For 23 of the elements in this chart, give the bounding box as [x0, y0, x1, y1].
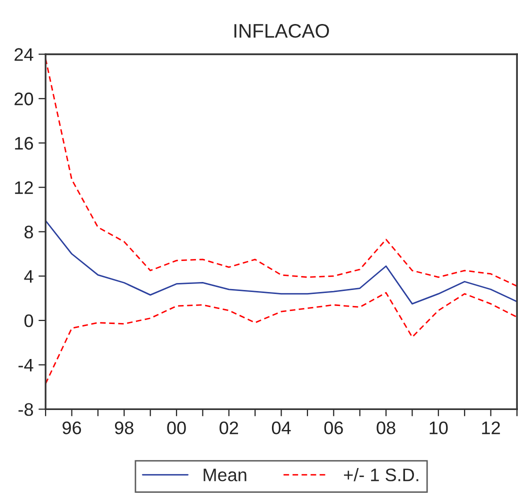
x-tick-label: 12: [482, 421, 500, 434]
y-tick-label: 0: [24, 314, 34, 328]
legend-label: Mean: [204, 468, 246, 482]
legend-label: +/- 1 S.D.: [344, 468, 418, 482]
y-tick-label: 12: [15, 181, 33, 194]
x-tick-label: 98: [114, 421, 134, 434]
line-series: [46, 220, 517, 305]
x-tick-label: 10: [430, 421, 448, 434]
x-tick-label: 08: [376, 421, 396, 434]
x-tick-label: 02: [220, 421, 238, 434]
y-tick-label: 4: [24, 270, 34, 283]
y-tick-label: -4: [18, 358, 34, 372]
x-tick-label: 00: [167, 421, 186, 434]
chart-title: INFLACAO: [234, 24, 329, 38]
line-series: [46, 292, 517, 384]
y-tick-label: 24: [14, 48, 34, 61]
x-tick-label: 96: [62, 421, 82, 434]
y-tick-label: -8: [18, 403, 33, 416]
x-tick-label: 04: [272, 421, 291, 434]
y-tick-label: 16: [15, 136, 33, 150]
y-tick-label: 8: [24, 226, 33, 238]
x-tick-label: 06: [324, 421, 343, 434]
y-tick-label: 20: [14, 92, 34, 106]
